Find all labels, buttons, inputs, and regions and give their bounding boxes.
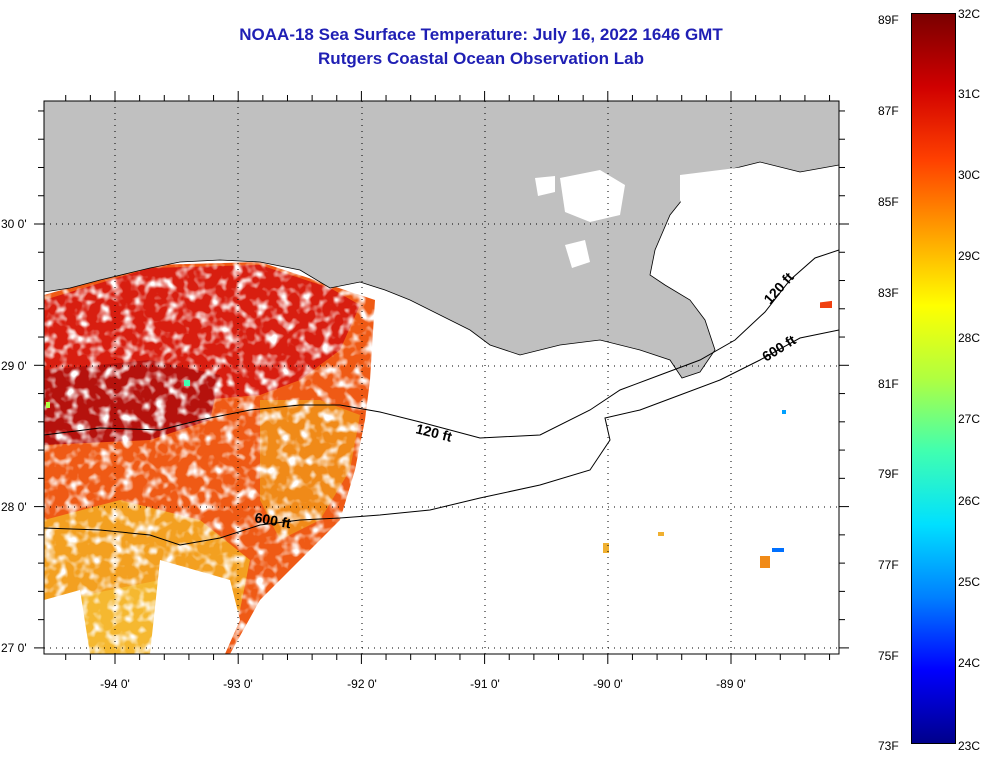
longitude-labels: -94 0' -93 0' -92 0' -91 0' -90 0' -89 0… xyxy=(100,677,746,691)
map-frame xyxy=(43,100,840,655)
map-subtitle: Rutgers Coastal Ocean Observation Lab xyxy=(318,49,644,68)
graticule xyxy=(44,101,839,654)
lon-label: -94 0' xyxy=(100,677,130,691)
colorbar-f-label: 79F xyxy=(878,467,899,481)
mississippi-sound xyxy=(680,165,839,340)
colorbar-f-label: 81F xyxy=(878,377,899,391)
lon-label: -89 0' xyxy=(716,677,746,691)
temperature-colorbar xyxy=(911,13,956,744)
colorbar-f-label: 87F xyxy=(878,104,899,118)
lat-label: 27 0' xyxy=(1,641,27,655)
lake xyxy=(565,240,590,268)
colorbar-f-label: 73F xyxy=(878,739,899,753)
lat-label: 28 0' xyxy=(1,500,27,514)
colorbar-c-label: 31C xyxy=(958,87,981,101)
colorbar-c-label: 32C xyxy=(958,7,981,21)
colorbar-f-label: 85F xyxy=(878,195,899,209)
latitude-labels: 30 0' 29 0' 28 0' 27 0' xyxy=(1,217,27,655)
contour-label-600-west: 600 ft xyxy=(253,509,292,531)
colorbar-c-label: 26C xyxy=(958,494,981,508)
lon-label: -91 0' xyxy=(470,677,500,691)
colorbar-f-label: 77F xyxy=(878,558,899,572)
lake-pontchartrain xyxy=(560,170,625,222)
lon-label: -92 0' xyxy=(347,677,377,691)
lake xyxy=(535,176,555,196)
lon-label: -93 0' xyxy=(223,677,253,691)
axis-ticks xyxy=(34,91,849,664)
colorbar-c-label: 25C xyxy=(958,575,981,589)
lat-label: 30 0' xyxy=(1,217,27,231)
colorbar-c-label: 28C xyxy=(958,331,981,345)
lat-label: 29 0' xyxy=(1,359,27,373)
contour-120ft xyxy=(44,249,839,439)
colorbar-c-label: 27C xyxy=(958,412,981,426)
colorbar-c-label: 23C xyxy=(958,739,981,753)
colorbar-f-label: 89F xyxy=(878,13,899,27)
colorbar-c-label: 24C xyxy=(958,656,981,670)
colorbar-f-label: 75F xyxy=(878,649,899,663)
colorbar-c-label: 30C xyxy=(958,168,981,182)
colorbar-c-label: 29C xyxy=(958,249,981,263)
colorbar-f-label: 83F xyxy=(878,286,899,300)
map-title: NOAA-18 Sea Surface Temperature: July 16… xyxy=(239,25,723,44)
lon-label: -90 0' xyxy=(593,677,623,691)
contour-600ft xyxy=(44,329,839,546)
